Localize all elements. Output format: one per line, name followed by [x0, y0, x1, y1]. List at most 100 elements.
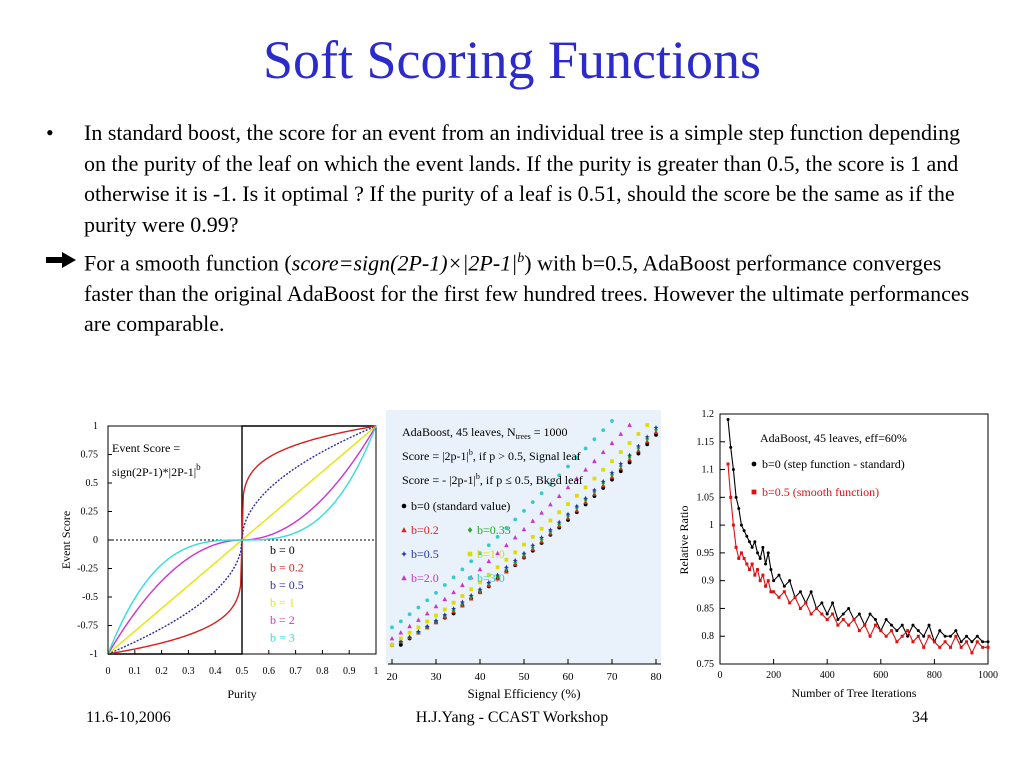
- data-point-series-1: [731, 468, 735, 472]
- x-tick-label: 20: [387, 671, 399, 683]
- data-point-series-1: [750, 545, 754, 549]
- data-point-series-6: [477, 566, 483, 572]
- data-point-series-1: [927, 623, 931, 627]
- data-point-series-2: [890, 629, 894, 633]
- data-point-series-1: [948, 634, 952, 638]
- data-point-series-1: [965, 634, 969, 638]
- data-point-series-2: [906, 629, 910, 633]
- y-tick-label: 1: [93, 421, 98, 432]
- data-point-series-7: [548, 482, 553, 487]
- data-point-series-4: [512, 557, 518, 563]
- data-point-series-1: [726, 418, 730, 422]
- data-point-series-7: [566, 464, 570, 469]
- data-point-series-2: [793, 595, 797, 599]
- data-point-series-1: [798, 590, 802, 594]
- data-point-series-1: [959, 640, 963, 644]
- data-point-series-1: [847, 606, 851, 610]
- header-line3: Score = - |2p-1|b, if p ≤ 0.5, Bkgd leaf: [402, 472, 583, 487]
- data-point-series-2: [927, 634, 931, 638]
- data-point-series-1: [753, 540, 757, 544]
- data-point-series-1: [742, 529, 746, 533]
- x-axis-label: Purity: [227, 687, 256, 701]
- data-point-series-5: [566, 502, 570, 506]
- data-point-series-6: [521, 526, 527, 532]
- score-formula: score=sign(2P-1)×|2P-1|: [291, 250, 518, 276]
- data-point-series-4: [539, 534, 545, 540]
- data-point-series-1: [766, 551, 770, 555]
- y-tick-label: 0: [93, 535, 98, 546]
- data-point-series-5: [398, 636, 403, 641]
- y-tick-label: 1.15: [697, 437, 715, 448]
- data-point-series-1: [922, 634, 926, 638]
- legend-entry-5: b=1.0: [477, 547, 505, 561]
- data-point-series-1: [890, 623, 894, 627]
- data-point-series-2: [986, 645, 990, 649]
- data-point-series-7: [539, 491, 544, 496]
- data-point-series-6: [539, 510, 544, 515]
- x-tick-label: 0.4: [209, 666, 222, 677]
- y-tick-label: 0.5: [86, 478, 99, 489]
- data-point-series-5: [469, 587, 474, 592]
- data-point-series-2: [814, 606, 818, 610]
- data-point-series-2: [753, 573, 757, 577]
- data-point-series-5: [442, 607, 447, 612]
- data-point-series-5: [539, 526, 544, 531]
- data-point-series-5: [425, 619, 430, 624]
- data-point-series-5: [636, 432, 641, 436]
- data-point-series-2: [739, 551, 743, 555]
- footer-center: H.J.Yang - CCAST Workshop: [415, 709, 609, 726]
- y-tick-label: 0.85: [697, 603, 715, 614]
- data-point-series-4: [565, 511, 571, 517]
- y-tick-label: 0.9: [702, 576, 715, 587]
- data-point-series-2: [938, 645, 942, 649]
- data-point-series-2: [772, 590, 776, 594]
- data-point-series-1: [747, 540, 751, 544]
- x-tick-label: 0.9: [343, 666, 356, 677]
- legend-entry-4: b=0.5: [411, 547, 439, 561]
- legend-entry-3: b = 0.5: [270, 578, 304, 592]
- x-tick-label: 30: [431, 671, 443, 683]
- data-point-series-6: [398, 630, 404, 635]
- data-point-series-2: [900, 634, 904, 638]
- data-point-series-7: [425, 598, 430, 603]
- data-point-series-2: [747, 568, 751, 572]
- data-point-series-2: [758, 579, 762, 583]
- data-point-series-1: [981, 640, 985, 644]
- data-point-series-2: [761, 573, 765, 577]
- data-point-series-6: [530, 518, 536, 523]
- data-point-series-2: [788, 601, 792, 605]
- data-point-series-7: [574, 455, 579, 460]
- data-point-series-2: [847, 623, 851, 627]
- legend-entry-6: b=2.0: [411, 571, 439, 585]
- plot-background: [386, 410, 661, 664]
- x-tick-label: 0: [718, 670, 723, 681]
- data-point-series-4: [477, 586, 483, 592]
- data-point-series-6: [583, 467, 588, 472]
- x-axis-label: Number of Tree Iterations: [792, 686, 917, 700]
- data-point-series-4: [547, 527, 553, 533]
- data-point-series-4: [415, 629, 421, 635]
- data-point-series-5: [460, 594, 465, 598]
- data-point-series-2: [863, 623, 867, 627]
- data-point-series-2: [745, 562, 749, 566]
- data-point-series-2: [970, 651, 974, 655]
- data-point-series-4: [451, 606, 457, 612]
- x-tick-label: 70: [607, 671, 619, 683]
- legend-marker-4: [401, 551, 407, 557]
- data-point-series-7: [495, 534, 500, 539]
- data-point-series-2: [879, 629, 883, 633]
- data-point-series-2: [857, 629, 861, 633]
- data-point-series-4: [433, 617, 439, 623]
- data-point-series-2: [975, 640, 979, 644]
- data-point-series-2: [959, 645, 963, 649]
- legend-entry-4: b = 1: [270, 596, 295, 610]
- data-point-series-1: [772, 579, 776, 583]
- data-point-series-6: [565, 484, 571, 490]
- data-point-series-2: [820, 612, 824, 616]
- data-point-series-7: [522, 508, 526, 513]
- data-point-series-2: [836, 623, 840, 627]
- x-tick-label: 200: [766, 670, 781, 681]
- x-tick-label: 600: [873, 670, 888, 681]
- data-point-series-2: [766, 579, 770, 583]
- x-tick-label: 50: [519, 671, 531, 683]
